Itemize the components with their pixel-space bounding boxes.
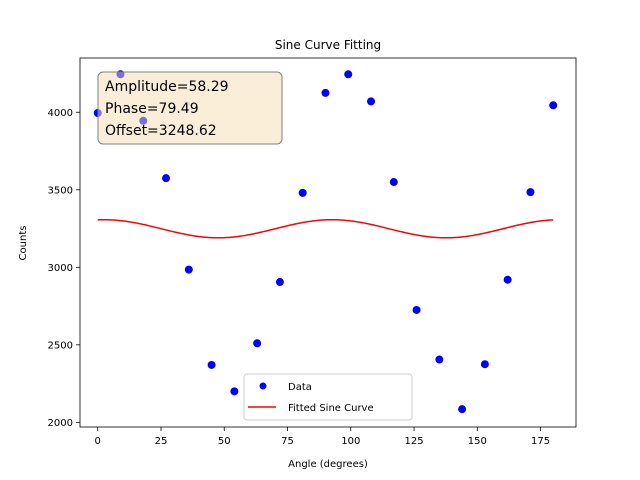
y-tick-label: 3000: [48, 263, 73, 274]
fit-parameters-annotation: Amplitude=58.29 Phase=79.49 Offset=3248.…: [97, 71, 283, 145]
y-tick-label: 3500: [48, 185, 73, 196]
y-axis-label: Counts: [18, 226, 29, 261]
data-point: [526, 188, 535, 197]
data-point: [162, 174, 171, 183]
data-points: [93, 70, 558, 414]
x-axis-ticks: 0 25 50 75 100 125 150 175: [95, 427, 550, 447]
data-point: [207, 360, 216, 369]
y-tick-label: 2500: [48, 340, 73, 351]
data-point: [503, 275, 512, 284]
y-tick-label: 2000: [48, 418, 73, 429]
y-axis-ticks: 2000 2500 3000 3500 4000: [48, 108, 80, 429]
data-point: [549, 101, 558, 110]
data-point: [184, 265, 193, 274]
legend-fit-label: Fitted Sine Curve: [288, 403, 374, 414]
annotation-offset: Offset=3248.62: [105, 123, 217, 139]
x-axis-label: Angle (degrees): [288, 459, 368, 470]
x-tick-label: 75: [281, 436, 294, 447]
data-point: [298, 188, 307, 197]
x-tick-label: 25: [155, 436, 168, 447]
data-point: [344, 70, 353, 79]
data-point: [275, 278, 284, 287]
x-tick-label: 175: [531, 436, 550, 447]
data-point: [389, 178, 398, 187]
data-point: [230, 387, 239, 396]
data-point: [435, 355, 444, 364]
data-point: [321, 88, 330, 97]
x-tick-label: 0: [95, 436, 101, 447]
x-tick-label: 125: [404, 436, 423, 447]
plot-frame: [79, 57, 577, 428]
legend: Data Fitted Sine Curve: [243, 373, 413, 421]
chart-title: Sine Curve Fitting: [275, 38, 381, 52]
annotation-amplitude: Amplitude=58.29: [105, 79, 229, 95]
y-tick-label: 4000: [48, 108, 73, 119]
fitted-sine-curve-line: [97, 218, 554, 239]
legend-data-marker: [259, 382, 267, 390]
x-tick-label: 150: [468, 436, 487, 447]
data-point: [253, 339, 262, 348]
x-tick-label: 50: [218, 436, 231, 447]
annotation-phase: Phase=79.49: [105, 101, 199, 117]
data-point: [480, 360, 489, 369]
data-point: [412, 305, 421, 314]
x-tick-label: 100: [341, 436, 360, 447]
data-point: [458, 405, 467, 414]
data-point: [367, 97, 376, 106]
legend-data-label: Data: [288, 382, 312, 393]
